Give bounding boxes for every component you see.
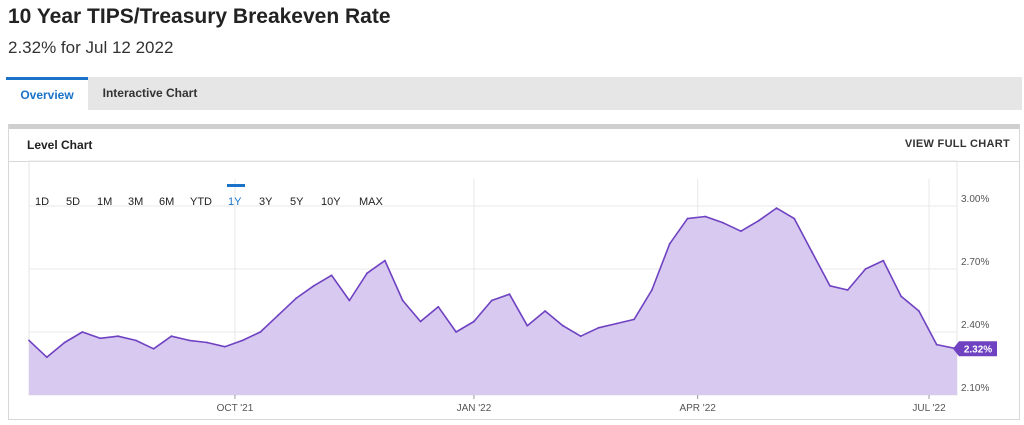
data-point: [686, 217, 689, 220]
range-button-3y[interactable]: 3Y: [259, 196, 273, 208]
data-point: [740, 230, 742, 233]
data-point: [437, 305, 440, 308]
data-point: [401, 299, 404, 302]
data-point: [28, 339, 30, 342]
data-point: [757, 219, 760, 222]
data-point: [206, 341, 208, 344]
data-point: [722, 221, 724, 224]
data-point: [811, 251, 813, 254]
data-point: [170, 335, 173, 338]
data-point: [223, 345, 226, 348]
data-point: [562, 324, 564, 327]
level-chart[interactable]: 2.10% 2.40% 2.70% 3.00% OCT '21 JAN '22 APR '2…: [9, 129, 1019, 419]
range-button-1y[interactable]: 1Y: [228, 196, 242, 208]
x-tick-label: JUL '22: [912, 403, 946, 414]
data-point: [117, 335, 119, 338]
data-point: [419, 320, 422, 323]
data-point: [526, 324, 529, 327]
range-button-1m[interactable]: 1M: [97, 196, 112, 208]
data-point: [846, 289, 849, 291]
range-active-indicator: [227, 184, 245, 187]
data-point: [829, 284, 831, 287]
x-tick-label: OCT '21: [217, 403, 254, 414]
data-point: [615, 322, 618, 325]
tab-interactive-chart[interactable]: Interactive Chart: [102, 86, 198, 100]
data-point: [579, 335, 582, 338]
data-point: [81, 331, 84, 333]
last-value-badge: [953, 341, 997, 357]
data-point: [188, 339, 191, 342]
data-point: [312, 284, 315, 287]
data-point: [384, 259, 386, 262]
range-button-ytd[interactable]: YTD: [190, 196, 212, 208]
range-button-10y[interactable]: 10Y: [321, 196, 341, 208]
range-button-max[interactable]: MAX: [359, 196, 384, 208]
data-point: [295, 297, 297, 300]
x-tick-label: JAN '22: [457, 403, 492, 414]
level-chart-panel: Level Chart VIEW FULL CHART 2.10% 2.40% 2.…: [8, 124, 1020, 420]
data-point: [277, 314, 280, 317]
range-button-6m[interactable]: 6M: [159, 196, 174, 208]
data-point: [704, 215, 707, 218]
x-tick-label: APR '22: [679, 403, 716, 414]
data-point: [259, 331, 262, 333]
data-point: [864, 268, 867, 270]
range-button-5y[interactable]: 5Y: [290, 196, 304, 208]
range-button-1d[interactable]: 1D: [35, 196, 49, 208]
data-point: [473, 320, 475, 323]
data-point: [633, 318, 635, 321]
y-tick-label: 2.70%: [961, 257, 989, 268]
data-point: [63, 341, 66, 344]
y-tick-label: 3.00%: [961, 194, 989, 205]
data-point: [775, 207, 778, 209]
page-title: 10 Year TIPS/Treasury Breakeven Rate: [8, 5, 391, 28]
data-point: [99, 337, 102, 340]
data-point: [45, 356, 48, 359]
data-point: [366, 272, 368, 275]
view-full-chart-link[interactable]: VIEW FULL CHART: [904, 138, 1010, 150]
data-point: [668, 242, 671, 245]
data-point: [793, 217, 796, 220]
series-area: [29, 208, 957, 395]
y-tick-label: 2.40%: [961, 320, 989, 331]
range-button-5d[interactable]: 5D: [66, 196, 80, 208]
data-point: [134, 339, 137, 342]
data-point: [882, 259, 885, 262]
data-point: [597, 326, 600, 329]
data-point: [651, 289, 653, 291]
tab-overview[interactable]: Overview: [6, 77, 88, 110]
data-point: [900, 295, 902, 298]
last-value-label: 2.32%: [964, 344, 992, 355]
data-point: [152, 347, 155, 350]
data-point: [935, 343, 938, 346]
y-tick-label: 2.10%: [961, 383, 989, 394]
data-point: [918, 310, 920, 312]
range-button-3m[interactable]: 3M: [128, 196, 143, 208]
tab-bar: Overview Interactive Chart: [6, 77, 1022, 110]
data-point: [348, 299, 351, 302]
data-point: [544, 310, 546, 312]
data-point: [490, 299, 493, 302]
data-point: [330, 274, 333, 277]
data-point: [508, 293, 511, 296]
data-point: [455, 331, 457, 333]
panel-title: Level Chart: [27, 138, 93, 152]
page-subtitle: 2.32% for Jul 12 2022: [8, 38, 174, 57]
data-point: [241, 339, 244, 342]
